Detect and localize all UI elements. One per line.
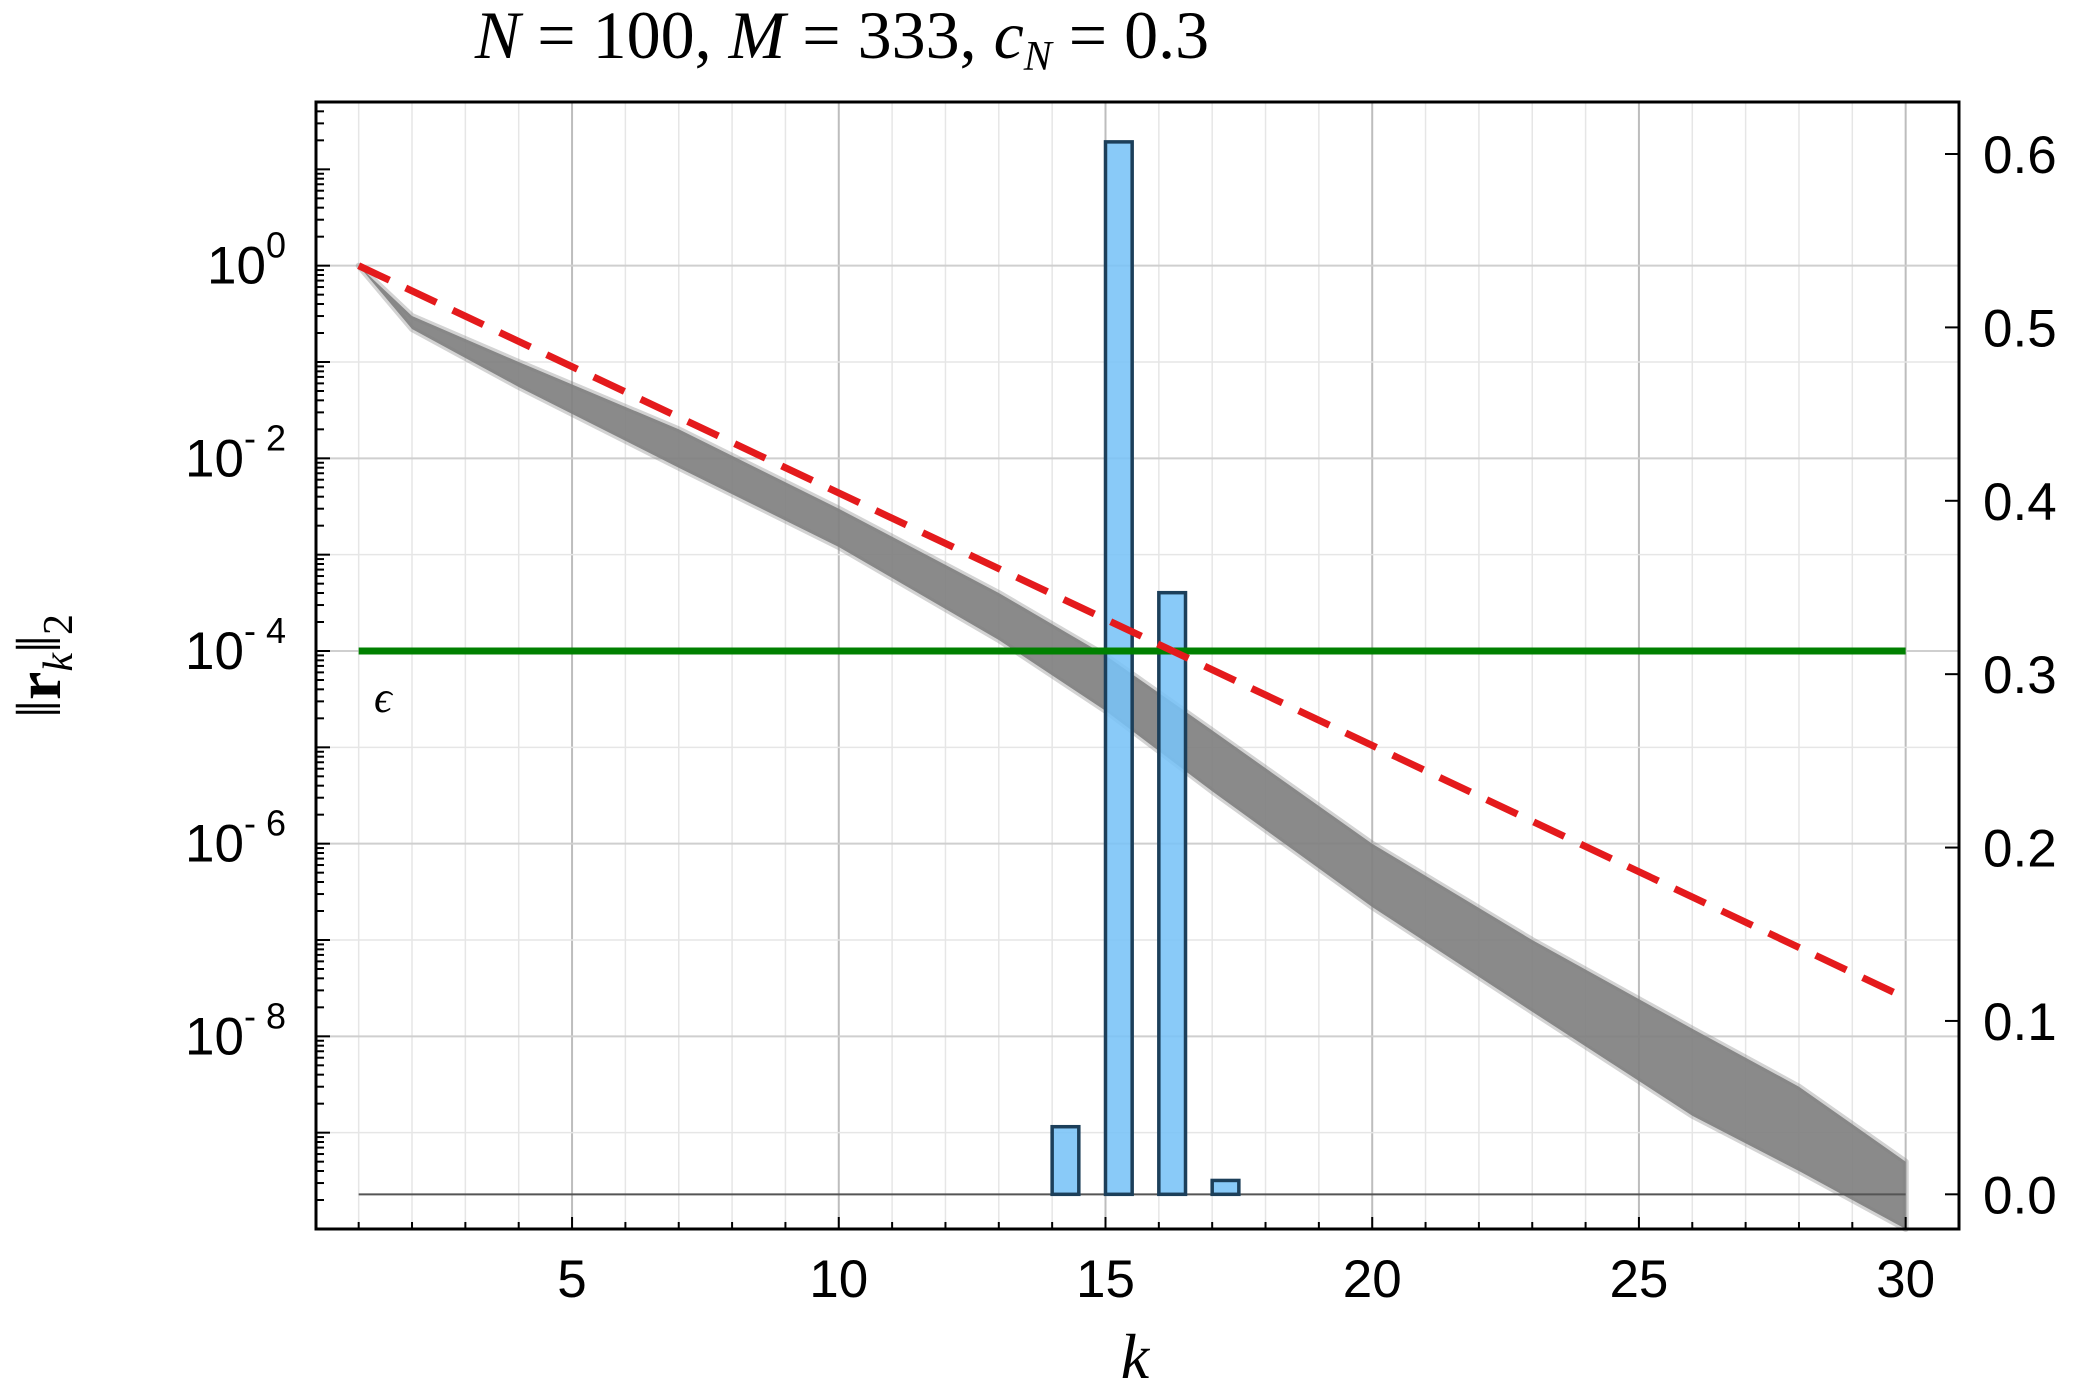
- y-axis-left: 100 10- 2 10- 4 10- 6 10- 8: [185, 101, 330, 1230]
- histogram-bar: [1210, 1178, 1241, 1197]
- reference-dashed-line: [357, 262, 1908, 1002]
- chart-title: N = 100, M = 333, cN = 0.3: [474, 0, 1209, 80]
- title-cn-value: 0.3: [1124, 0, 1209, 73]
- y-left-tick-label: 100: [207, 225, 286, 296]
- y-right-tick-label: 0.3: [1983, 646, 2057, 705]
- x-tick-label: 20: [1343, 1250, 1402, 1309]
- y-left-tick-label: 10- 4: [185, 610, 286, 681]
- title-m-value: 333: [858, 0, 960, 73]
- x-tick-label: 15: [1076, 1250, 1135, 1309]
- x-tick-label: 10: [809, 1250, 868, 1309]
- title-n-value: 100: [593, 0, 695, 73]
- x-tick-label: 30: [1876, 1250, 1935, 1309]
- histogram-bar: [1103, 140, 1134, 1197]
- y-axis-right: 0.0 0.1 0.2 0.3 0.4 0.5 0.6: [1945, 126, 2057, 1225]
- histogram-bar: [1157, 590, 1188, 1197]
- histogram-bar: [1050, 1124, 1081, 1197]
- y-right-tick-label: 0.6: [1983, 126, 2057, 185]
- y-left-tick-label: 10- 8: [185, 995, 286, 1066]
- y-left-tick-label: 10- 6: [185, 803, 286, 874]
- x-axis: 5 10 15 20 25 30: [357, 1217, 1935, 1309]
- y-right-tick-label: 0.4: [1983, 473, 2057, 532]
- residual-band-area: [355, 262, 1909, 1232]
- x-axis-label: k: [1121, 1321, 1151, 1389]
- y-axis-label: ‖rk‖2: [3, 614, 82, 718]
- x-tick-label: 5: [557, 1250, 586, 1309]
- y-right-tick-label: 0.5: [1983, 299, 2057, 358]
- residual-band: [355, 262, 1909, 1232]
- y-right-tick-label: 0.2: [1983, 820, 2057, 879]
- y-right-tick-label: 0.1: [1983, 993, 2057, 1052]
- epsilon-label: ϵ: [374, 673, 394, 722]
- histogram: [358, 140, 1906, 1197]
- y-right-tick-label: 0.0: [1983, 1166, 2057, 1225]
- x-tick-label: 25: [1609, 1250, 1668, 1309]
- y-left-tick-label: 10- 2: [185, 417, 286, 488]
- reference-lines: [357, 262, 1908, 1002]
